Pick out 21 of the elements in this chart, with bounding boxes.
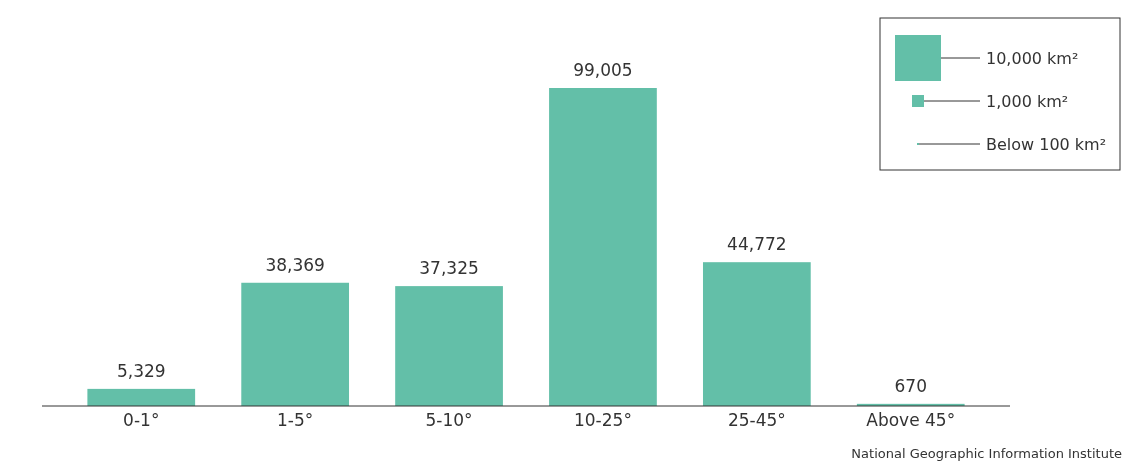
- data-label: 37,325: [419, 258, 479, 279]
- x-tick-label: 0-1°: [123, 410, 160, 430]
- x-tick-label: Above 45°: [866, 410, 956, 430]
- bar: [87, 388, 196, 406]
- data-label: 44,772: [727, 234, 787, 255]
- x-tick-label: 25-45°: [727, 410, 786, 430]
- annotation: Below 100 km²: [986, 135, 1107, 154]
- data-label: 5,329: [116, 360, 166, 381]
- data-label: 670: [894, 375, 927, 396]
- text: 10,000 km²: [986, 49, 1079, 68]
- text: National Geographic Information Institute: [851, 446, 1122, 461]
- annotation: 1,000 km²: [986, 92, 1069, 111]
- bar: [395, 286, 503, 406]
- bar: [241, 282, 350, 406]
- x-tick-label: 1-5°: [277, 410, 314, 430]
- data-label: 99,005: [573, 60, 633, 80]
- bar: [549, 88, 657, 406]
- x-tick-label: 5-10°: [425, 410, 473, 430]
- bar: [702, 262, 811, 406]
- x-tick-label: 10-25°: [574, 410, 632, 430]
- data-label: 38,369: [265, 254, 325, 275]
